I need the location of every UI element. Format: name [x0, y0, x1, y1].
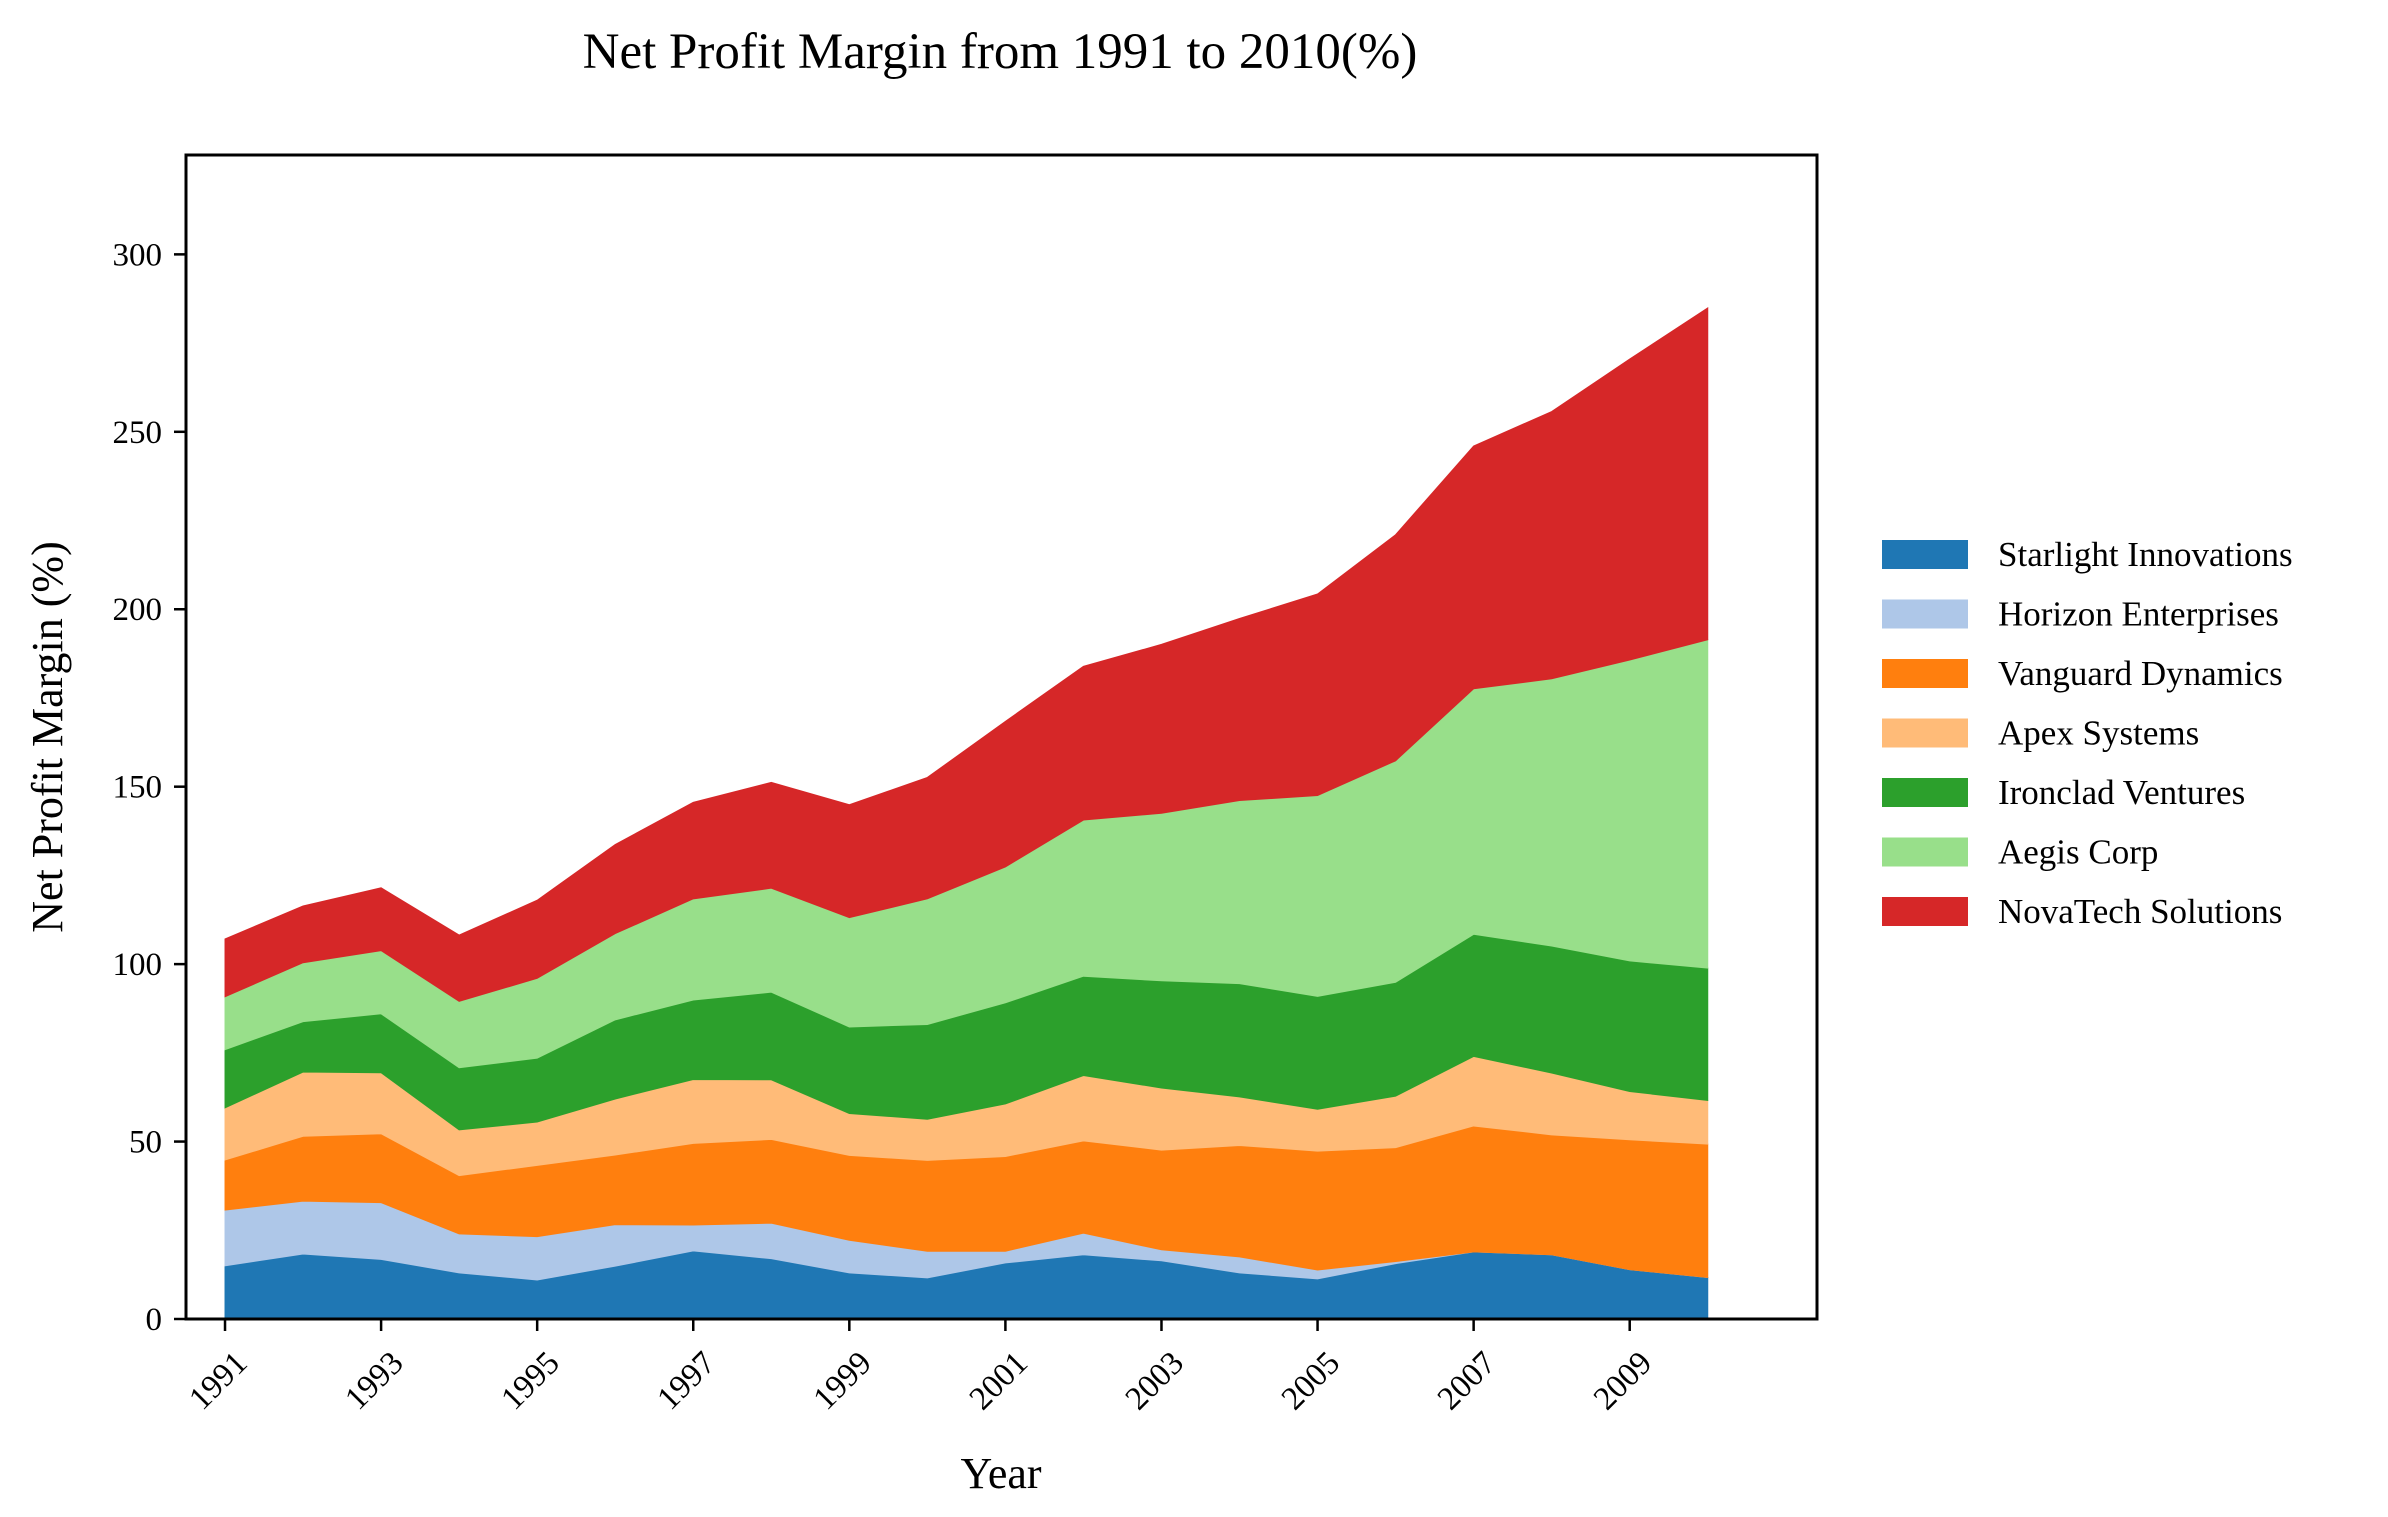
- y-tick-label: 300: [113, 237, 163, 273]
- x-axis: 1991 1993 1995 1997 1999 2001 2003 2005 2007 2009: [182, 1319, 1659, 1417]
- legend-swatch-vanguard-dynamics: [1882, 659, 1968, 688]
- legend-label-vanguard-dynamics: Vanguard Dynamics: [1998, 654, 2283, 693]
- y-axis: 0 50 100 150 200 250 300: [113, 237, 186, 1338]
- plot-frame: [184, 153, 1819, 1321]
- x-tick-label: 1993: [338, 1345, 410, 1417]
- x-tick-label: 2009: [1587, 1345, 1659, 1417]
- x-tick-label: 2007: [1431, 1345, 1503, 1417]
- x-tick-label: 2005: [1275, 1345, 1347, 1417]
- x-tick-label: 2001: [963, 1345, 1035, 1417]
- x-tick-label: 2003: [1119, 1345, 1191, 1417]
- area-series-group: [224, 307, 1709, 1320]
- y-tick-label: 200: [113, 592, 163, 628]
- x-tick-label: 1995: [495, 1345, 567, 1417]
- legend-swatch-horizon-enterprises: [1882, 599, 1968, 629]
- y-axis-label: Net Profit Margin (%): [23, 541, 72, 932]
- x-tick-label: 1991: [182, 1345, 254, 1417]
- y-tick-label: 50: [129, 1125, 162, 1161]
- legend-label-apex-systems: Apex Systems: [1998, 714, 2199, 753]
- y-tick-label: 150: [113, 770, 163, 806]
- legend-swatch-novatech-solutions: [1882, 897, 1968, 926]
- x-tick-label: 1999: [807, 1345, 879, 1417]
- y-tick-label: 100: [113, 947, 163, 983]
- x-tick-label: 1997: [651, 1345, 723, 1417]
- legend-swatch-apex-systems: [1882, 718, 1968, 748]
- legend-swatch-starlight-innovations: [1882, 540, 1968, 569]
- legend: Starlight Innovations Horizon Enterprises…: [1882, 535, 2293, 931]
- chart-title: Net Profit Margin from 1991 to 2010(%): [583, 24, 1418, 80]
- legend-label-ironclad-ventures: Ironclad Ventures: [1998, 773, 2245, 812]
- legend-label-novatech-solutions: NovaTech Solutions: [1998, 892, 2282, 931]
- legend-swatch-aegis-corp: [1882, 837, 1968, 867]
- legend-swatch-ironclad-ventures: [1882, 778, 1968, 807]
- legend-label-horizon-enterprises: Horizon Enterprises: [1998, 595, 2279, 634]
- legend-label-aegis-corp: Aegis Corp: [1998, 833, 2158, 872]
- x-axis-label: Year: [960, 1449, 1041, 1498]
- legend-label-starlight-innovations: Starlight Innovations: [1998, 535, 2293, 574]
- area-novatech-solutions: [224, 307, 1709, 1002]
- y-tick-label: 250: [113, 415, 163, 451]
- y-tick-label: 0: [146, 1302, 163, 1338]
